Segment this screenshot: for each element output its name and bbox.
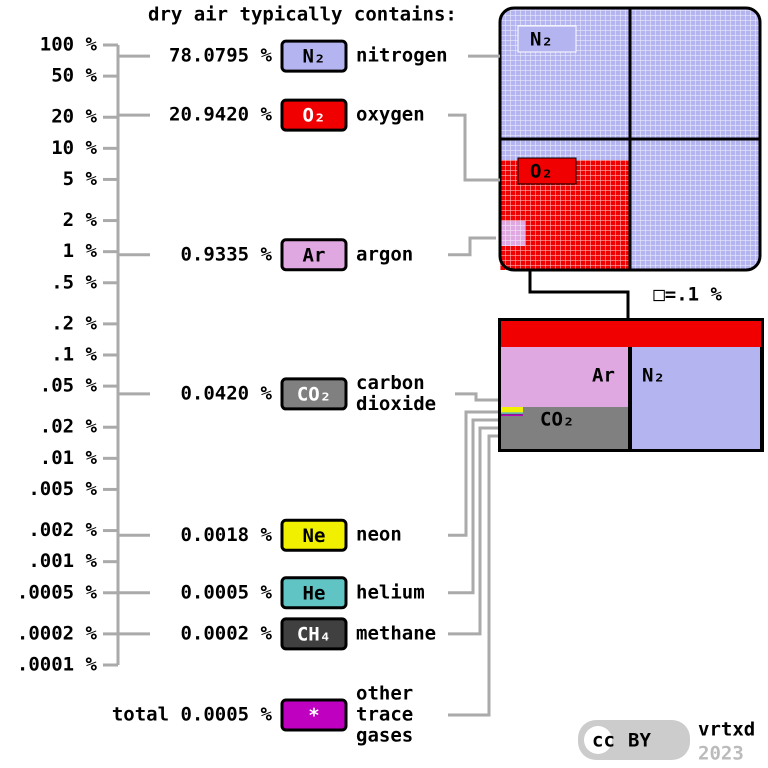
label: O₂ <box>530 161 553 183</box>
y-tick-label: .05 % <box>40 375 98 397</box>
symbol-pill <box>280 98 348 132</box>
zoom-trace <box>501 407 523 413</box>
gas-name: other trace gases <box>356 682 414 747</box>
link-line <box>448 236 496 257</box>
label-box <box>517 25 577 53</box>
symbol-pill <box>280 576 348 610</box>
y-tick-label: 5 % <box>63 168 98 190</box>
y-tick-label: .002 % <box>28 519 97 541</box>
symbol: O₂ <box>303 105 326 127</box>
link-line <box>448 410 498 537</box>
label: N₂ <box>530 29 553 51</box>
link-line <box>448 434 498 717</box>
symbol-pill <box>280 377 348 411</box>
y-tick-label: 100 % <box>40 34 98 56</box>
y-tick-label: .0002 % <box>17 622 98 644</box>
value-label: 20.9420 % <box>169 104 273 126</box>
gas-name: argon <box>356 243 414 266</box>
gas-name: helium <box>356 581 425 604</box>
value-label: total 0.0005 % <box>112 704 273 726</box>
link-line <box>448 113 500 182</box>
label-box <box>517 157 577 185</box>
symbol-pill <box>280 617 348 651</box>
zoom-link <box>528 270 630 318</box>
symbol: Ne <box>303 525 326 547</box>
y-tick-label: .5 % <box>51 271 97 293</box>
value-label: 0.0002 % <box>180 622 272 644</box>
y-tick-label: .005 % <box>28 478 97 500</box>
y-tick-label: .02 % <box>40 416 98 438</box>
value-label: 0.9335 % <box>180 243 272 265</box>
year: 2023 <box>698 743 744 765</box>
symbol: N₂ <box>303 46 326 68</box>
zoom-trace <box>501 412 523 414</box>
y-tick-label: 10 % <box>51 137 97 159</box>
symbol: CH₄ <box>297 623 331 645</box>
symbol: Ar <box>303 244 326 266</box>
gas-name: carbon dioxide <box>356 371 437 415</box>
chart-title: dry air typically contains: <box>148 4 457 26</box>
y-tick-label: .0001 % <box>17 654 98 676</box>
y-tick-label: .2 % <box>51 312 97 334</box>
gas-name: methane <box>356 622 437 645</box>
scale-note: □=.1 % <box>653 284 722 306</box>
symbol-pill <box>280 39 348 73</box>
y-tick-label: 2 % <box>63 209 98 231</box>
label: Ar <box>592 365 615 387</box>
gas-name: neon <box>356 523 402 546</box>
symbol-pill <box>280 518 348 552</box>
link-line <box>455 392 498 402</box>
y-tick-label: 50 % <box>51 65 97 87</box>
zoom-trace <box>501 414 523 416</box>
label: N₂ <box>642 365 665 387</box>
y-tick-label: .01 % <box>40 447 98 469</box>
value-label: 0.0420 % <box>180 382 272 404</box>
zoom-trace <box>501 413 523 415</box>
svg-text:cc: cc <box>592 730 615 752</box>
link-line <box>448 418 498 595</box>
gas-name: nitrogen <box>356 44 448 67</box>
y-tick-label: .1 % <box>51 344 97 366</box>
symbol: He <box>303 582 326 604</box>
value-label: 78.0795 % <box>169 45 273 67</box>
label: CO₂ <box>540 409 574 431</box>
zoom-oxygen <box>501 321 761 347</box>
symbol: CO₂ <box>297 383 331 405</box>
value-label: 0.0005 % <box>180 581 272 603</box>
y-tick-label: .0005 % <box>17 581 98 603</box>
svg-text:BY: BY <box>628 730 651 752</box>
y-tick-label: 20 % <box>51 106 97 128</box>
y-tick-label: .001 % <box>28 550 97 572</box>
value-label: 0.0018 % <box>180 524 272 546</box>
symbol-pill <box>280 698 348 732</box>
symbol-pill <box>280 238 348 272</box>
frame <box>498 6 762 272</box>
symbol: * <box>308 705 319 727</box>
credit: vrtxd <box>698 719 755 741</box>
link-line <box>448 426 498 636</box>
gas-name: oxygen <box>356 103 425 126</box>
cc-badge: cc BY <box>578 720 690 760</box>
y-tick-label: 1 % <box>63 240 98 262</box>
